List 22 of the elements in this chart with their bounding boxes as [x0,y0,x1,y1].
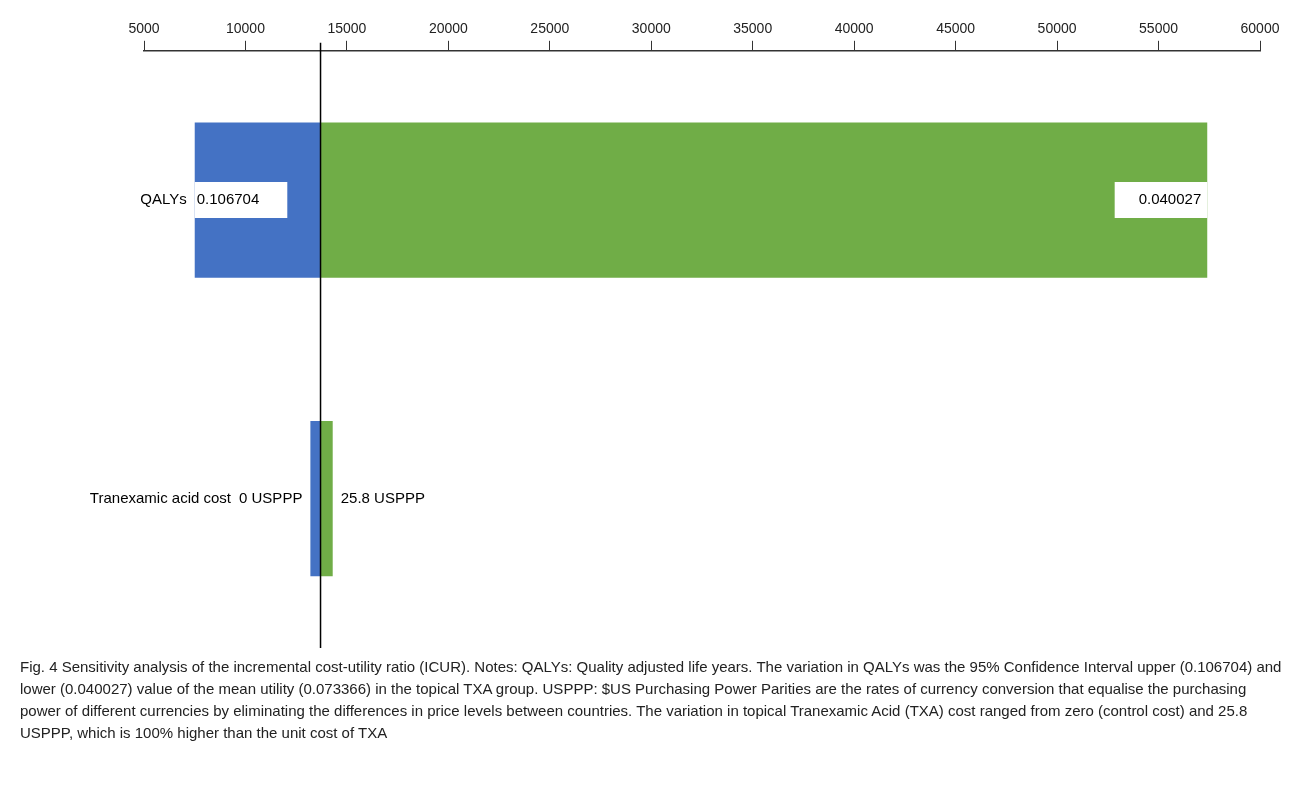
x-tick-label: 50000 [1037,20,1077,37]
annotation: 0 USPPP [239,488,303,506]
bar [320,421,333,577]
x-tick-label: 35000 [733,20,773,37]
annotation: 0.106704 [196,190,260,208]
x-tick-label: 55000 [1139,20,1179,37]
bar [310,421,321,577]
x-tick-label: 45000 [936,20,976,37]
y-tick-label: Tranexamic acid cost [89,488,232,506]
x-tick-label: 5000 [128,20,160,37]
bar [320,122,1208,278]
y-tick-label: QALYs [140,190,187,208]
x-tick-label: 60000 [1240,20,1280,37]
x-tick-label: 30000 [631,20,671,37]
annotation: 25.8 USPPP [340,488,425,506]
x-tick-label: 25000 [530,20,570,37]
x-tick-label: 20000 [428,20,469,37]
x-tick-label: 40000 [834,20,874,37]
caption: Fig. 4 Sensitivity analysis of the incremental cost-utility ratio (ICUR). Notes: QALYs: Quality adjusted life years. The variation in QALYs was the 95% Confidence Interval upper (0.106704) and lower (0.040027) value of the mean utility (0.073366) in the topical TXA group. USPPP: $US Purchasing Power Parities are the rates of currency conversion that equalise the purchasing power of different currencies by eliminating the differences in price levels between countries. The variation in topical Tranexamic Acid (TXA) cost ranged from zero (control cost) and 25.8 USPPP, which is 100% higher than the unit cost of TXA [20,657,1283,743]
x-tick-label: 10000 [225,20,266,37]
x-tick-label: 15000 [327,20,367,37]
annotation: 0.040027 [1138,190,1202,208]
